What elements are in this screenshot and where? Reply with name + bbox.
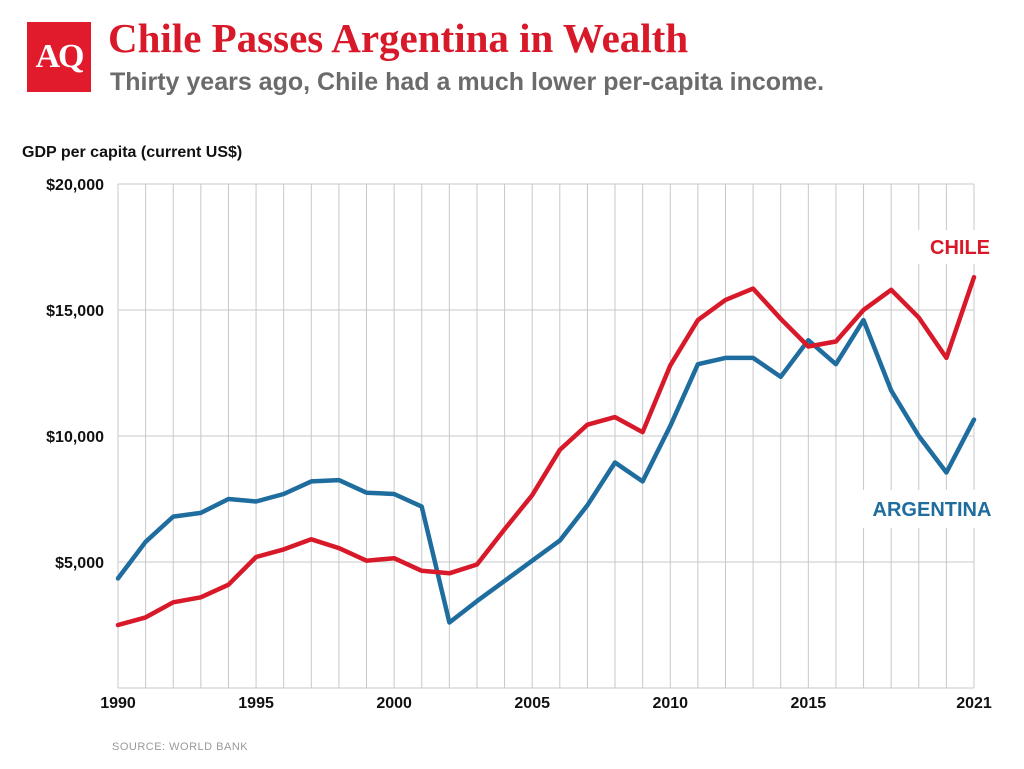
series-labels: CHILE ARGENTINA bbox=[860, 230, 1008, 528]
series-lines bbox=[115, 274, 977, 628]
x-tick-label: 2000 bbox=[376, 695, 412, 712]
series-label-background bbox=[912, 230, 1008, 264]
y-tick-label: $5,000 bbox=[55, 555, 104, 572]
y-tick-label: $10,000 bbox=[46, 429, 104, 446]
axis-ticks: $5,000 $10,000 $15,000 $20,000 1990 1995 2000 2… bbox=[46, 177, 992, 712]
chart-grid bbox=[117, 183, 975, 689]
aq-logo: AQ bbox=[27, 22, 91, 92]
series-label-background bbox=[860, 490, 1004, 528]
x-tick-label: 2005 bbox=[514, 695, 550, 712]
y-tick-label: $20,000 bbox=[46, 177, 104, 194]
x-tick-label: 2010 bbox=[652, 695, 688, 712]
chart-subtitle: Thirty years ago, Chile had a much lower… bbox=[110, 68, 825, 96]
x-tick-label: 1995 bbox=[238, 695, 274, 712]
source-note: SOURCE: WORLD BANK bbox=[112, 741, 249, 753]
series-label-chile: CHILE bbox=[930, 237, 990, 259]
x-tick-label: 2021 bbox=[956, 695, 992, 712]
x-tick-label: 2015 bbox=[791, 695, 827, 712]
series-line-argentina bbox=[115, 317, 977, 625]
x-tick-label: 1990 bbox=[100, 695, 136, 712]
chart-title: Chile Passes Argentina in Wealth bbox=[108, 15, 689, 61]
series-line-chile bbox=[115, 274, 977, 628]
series-label-argentina: ARGENTINA bbox=[873, 499, 992, 521]
y-axis-label: GDP per capita (current US$) bbox=[22, 144, 243, 161]
y-tick-label: $15,000 bbox=[46, 303, 104, 320]
